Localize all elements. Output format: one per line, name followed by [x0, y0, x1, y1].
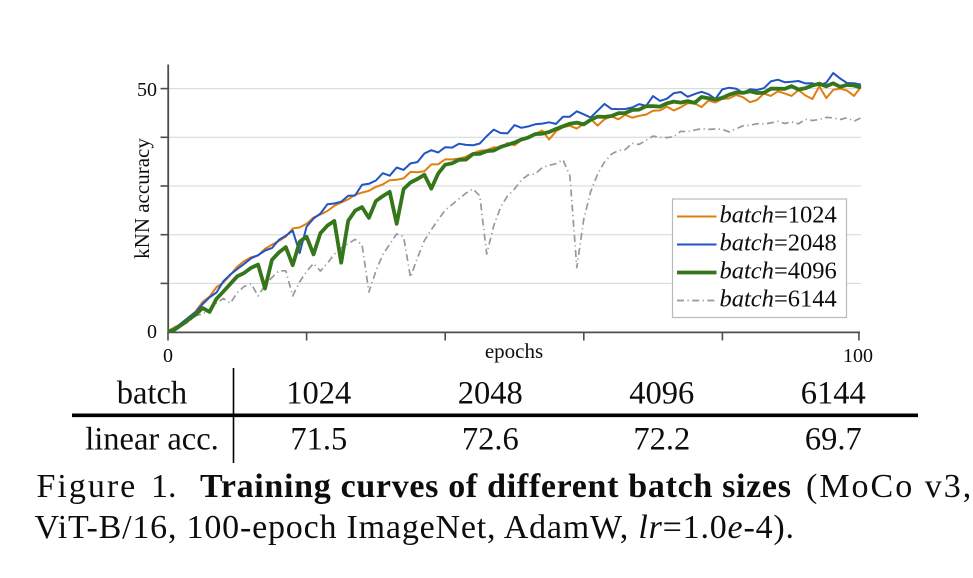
- svg-text:100: 100: [843, 345, 873, 367]
- svg-text:batch=1024: batch=1024: [720, 202, 837, 229]
- svg-text:batch=4096: batch=4096: [720, 258, 837, 285]
- svg-text:4096: 4096: [629, 376, 694, 412]
- svg-text:72.6: 72.6: [462, 422, 519, 458]
- svg-text:2048: 2048: [458, 376, 523, 412]
- svg-text:epochs: epochs: [485, 339, 543, 363]
- svg-text:71.5: 71.5: [290, 422, 347, 458]
- svg-text:72.2: 72.2: [633, 422, 690, 458]
- svg-text:1024: 1024: [286, 376, 351, 412]
- svg-text:batch=2048: batch=2048: [720, 230, 837, 257]
- svg-text:69.7: 69.7: [805, 422, 862, 458]
- svg-text:(MoCo v3,: (MoCo v3,: [806, 468, 973, 505]
- svg-text:batch: batch: [117, 376, 187, 412]
- svg-text:ViT-B/16, 100-epoch ImageNet,: ViT-B/16, 100-epoch ImageNet, AdamW, lr=…: [35, 509, 795, 546]
- svg-text:1.: 1.: [151, 468, 177, 505]
- svg-text:0: 0: [147, 321, 157, 343]
- svg-text:batch=6144: batch=6144: [720, 286, 837, 313]
- svg-text:linear acc.: linear acc.: [85, 422, 219, 458]
- svg-text:6144: 6144: [801, 376, 866, 412]
- svg-text:Figure: Figure: [37, 468, 138, 505]
- svg-text:0: 0: [163, 345, 173, 367]
- svg-text:Training curves of different b: Training curves of different batch sizes: [200, 468, 792, 505]
- svg-text:kNN accuracy: kNN accuracy: [130, 138, 154, 259]
- svg-text:50: 50: [137, 79, 157, 101]
